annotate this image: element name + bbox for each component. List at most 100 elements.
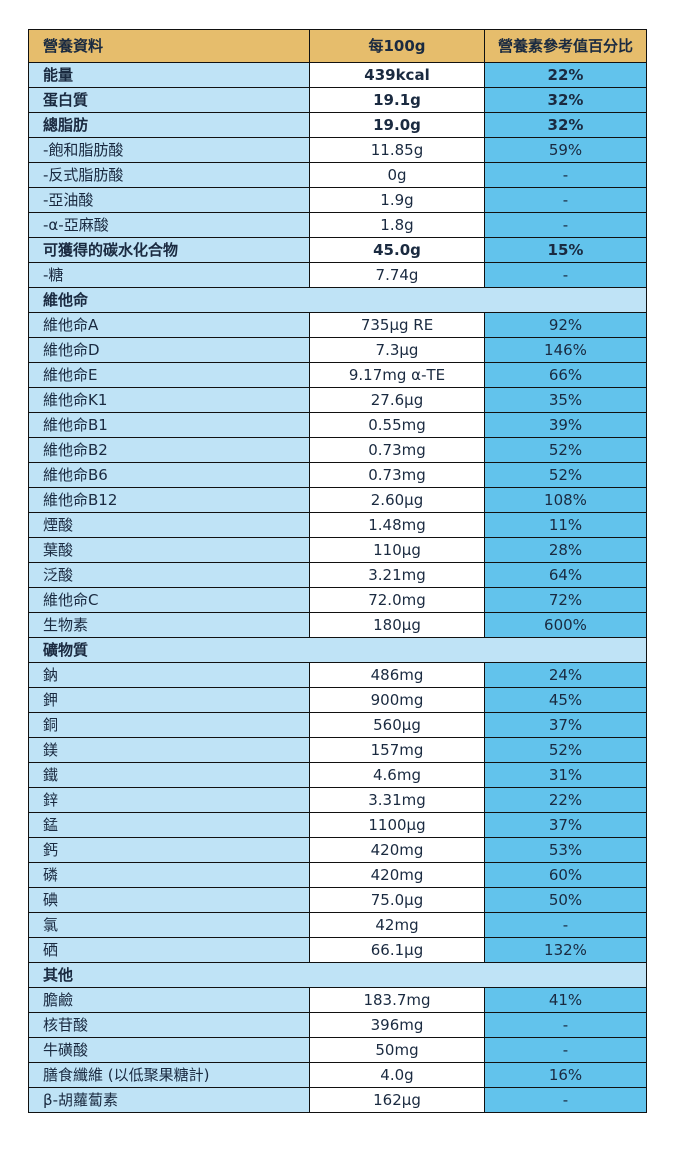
nutrient-name: 氯 (28, 912, 310, 938)
nrv-percent: 28% (484, 537, 647, 563)
nrv-percent: 52% (484, 437, 647, 463)
amount: 45.0g (309, 237, 485, 263)
nutrient-row: 鎂 157mg 52% (28, 737, 647, 763)
nrv-percent: 50% (484, 887, 647, 913)
amount: 180µg (309, 612, 485, 638)
nutrient-name: -糖 (28, 262, 310, 288)
amount: 0g (309, 162, 485, 188)
nutrient-row: 銅 560µg 37% (28, 712, 647, 738)
nrv-percent: 59% (484, 137, 647, 163)
nutrient-row: 氯 42mg - (28, 912, 647, 938)
nutrient-name: 核苷酸 (28, 1012, 310, 1038)
nutrient-name: 膳食纖維 (以低聚果糖計) (28, 1062, 310, 1088)
nutrient-name: -飽和脂肪酸 (28, 137, 310, 163)
nutrient-name: 維他命C (28, 587, 310, 613)
nutrient-row: 膽鹼 183.7mg 41% (28, 987, 647, 1013)
nrv-percent: 31% (484, 762, 647, 788)
amount: 9.17mg α-TE (309, 362, 485, 388)
nutrient-row: 碘 75.0µg 50% (28, 887, 647, 913)
nutrient-row: 可獲得的碳水化合物 45.0g 15% (28, 237, 647, 263)
nutrient-name: 維他命E (28, 362, 310, 388)
nutrient-name: 能量 (28, 62, 310, 88)
nrv-percent: - (484, 1087, 647, 1113)
nrv-percent: 15% (484, 237, 647, 263)
nutrient-row: 維他命K1 27.6µg 35% (28, 387, 647, 413)
nutrient-row: -亞油酸 1.9g - (28, 187, 647, 213)
nrv-percent: 45% (484, 687, 647, 713)
amount: 486mg (309, 662, 485, 688)
amount: 3.31mg (309, 787, 485, 813)
nutrient-row: 鋅 3.31mg 22% (28, 787, 647, 813)
nutrient-row: -反式脂肪酸 0g - (28, 162, 647, 188)
nutrient-name: 維他命B6 (28, 462, 310, 488)
nrv-percent: 11% (484, 512, 647, 538)
nutrient-name: 鈣 (28, 837, 310, 863)
nutrient-row: 維他命B6 0.73mg 52% (28, 462, 647, 488)
nrv-percent: 41% (484, 987, 647, 1013)
nutrient-row: 磷 420mg 60% (28, 862, 647, 888)
amount: 0.73mg (309, 437, 485, 463)
nrv-percent: 32% (484, 112, 647, 138)
nutrient-row: 蛋白質 19.1g 32% (28, 87, 647, 113)
nutrient-name: 鐵 (28, 762, 310, 788)
nutrient-name: 可獲得的碳水化合物 (28, 237, 310, 263)
nrv-percent: 52% (484, 737, 647, 763)
nrv-percent: 600% (484, 612, 647, 638)
amount: 900mg (309, 687, 485, 713)
header-row: 營養資料 每100g 營養素參考值百分比 (28, 29, 647, 63)
amount: 1.8g (309, 212, 485, 238)
nrv-percent: - (484, 162, 647, 188)
amount: 50mg (309, 1037, 485, 1063)
amount: 7.3µg (309, 337, 485, 363)
nutrition-table: 營養資料 每100g 營養素參考值百分比 能量 439kcal 22% 蛋白質 19.1g 32… (28, 29, 647, 1113)
amount: 75.0µg (309, 887, 485, 913)
nutrient-row: 葉酸 110µg 28% (28, 537, 647, 563)
amount: 439kcal (309, 62, 485, 88)
amount: 2.60µg (309, 487, 485, 513)
nutrient-name: 維他命A (28, 312, 310, 338)
amount: 735µg RE (309, 312, 485, 338)
nutrient-name: 硒 (28, 937, 310, 963)
nutrient-row: 維他命A 735µg RE 92% (28, 312, 647, 338)
header-cell: 營養素參考值百分比 (484, 29, 647, 63)
nutrient-name: 銅 (28, 712, 310, 738)
nutrient-name: 生物素 (28, 612, 310, 638)
amount: 27.6µg (309, 387, 485, 413)
nutrient-row: 煙酸 1.48mg 11% (28, 512, 647, 538)
nutrient-row: 鈣 420mg 53% (28, 837, 647, 863)
amount: 72.0mg (309, 587, 485, 613)
nutrient-name: 維他命B2 (28, 437, 310, 463)
nutrient-name: 碘 (28, 887, 310, 913)
amount: 4.6mg (309, 762, 485, 788)
nutrient-name: 蛋白質 (28, 87, 310, 113)
nutrient-row: 鉀 900mg 45% (28, 687, 647, 713)
nutrient-row: 能量 439kcal 22% (28, 62, 647, 88)
nrv-percent: 22% (484, 787, 647, 813)
amount: 1.9g (309, 187, 485, 213)
nrv-percent: 132% (484, 937, 647, 963)
nrv-percent: 16% (484, 1062, 647, 1088)
amount: 4.0g (309, 1062, 485, 1088)
nrv-percent: 146% (484, 337, 647, 363)
nutrient-name: -亞油酸 (28, 187, 310, 213)
nutrient-name: 錳 (28, 812, 310, 838)
amount: 42mg (309, 912, 485, 938)
nrv-percent: 72% (484, 587, 647, 613)
nutrient-row: 鈉 486mg 24% (28, 662, 647, 688)
nrv-percent: 60% (484, 862, 647, 888)
nutrient-row: 核苷酸 396mg - (28, 1012, 647, 1038)
nrv-percent: - (484, 1012, 647, 1038)
nrv-percent: 39% (484, 412, 647, 438)
nutrient-row: 維他命C 72.0mg 72% (28, 587, 647, 613)
nutrient-name: 維他命D (28, 337, 310, 363)
nutrient-name: 維他命K1 (28, 387, 310, 413)
nrv-percent: 52% (484, 462, 647, 488)
nrv-percent: - (484, 912, 647, 938)
nutrient-name: 維他命B1 (28, 412, 310, 438)
nutrient-name: β-胡蘿蔔素 (28, 1087, 310, 1113)
section-cell: 礦物質 (28, 637, 647, 663)
nutrient-row: 維他命B12 2.60µg 108% (28, 487, 647, 513)
amount: 66.1µg (309, 937, 485, 963)
nutrient-name: 鉀 (28, 687, 310, 713)
